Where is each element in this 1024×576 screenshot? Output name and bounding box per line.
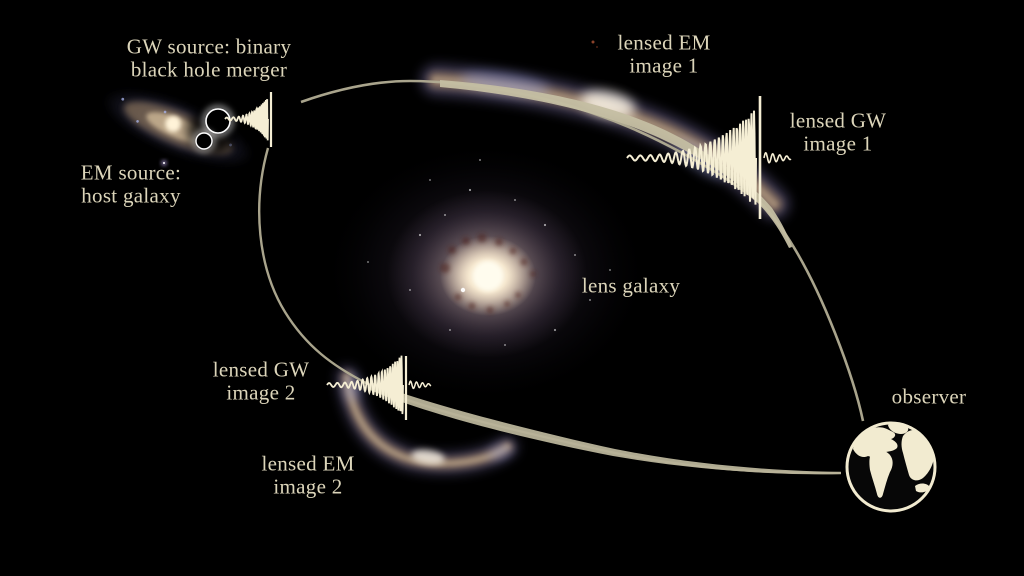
- earth-continents: [853, 424, 934, 498]
- label-lens-galaxy: lens galaxy: [581, 273, 681, 298]
- label-observer: observer: [891, 384, 967, 409]
- host-galaxy-core: [165, 115, 182, 132]
- gw-chirp-image-1: [626, 110, 757, 205]
- label-lensed-gw-2: lensed GW image 2: [213, 358, 310, 403]
- foreground-stars: [367, 159, 611, 346]
- black-hole-1: [205, 108, 231, 134]
- label-line: lensed GW: [212, 357, 310, 382]
- dust-lanes: [440, 233, 536, 314]
- label-gw-source: GW source: binary black hole merger: [127, 35, 292, 80]
- label-line: lensed EM: [617, 30, 711, 55]
- gw-ringdown-image-2: [408, 380, 432, 390]
- black-hole-2: [195, 132, 213, 150]
- label-line: image 2: [226, 380, 296, 404]
- label-line: lensed GW: [789, 108, 887, 133]
- label-lensed-gw-1: lensed GW image 1: [790, 109, 887, 154]
- label-line: lensed EM: [261, 451, 355, 476]
- label-line: image 1: [629, 53, 699, 77]
- foreground-star-purple-core: [163, 162, 165, 164]
- label-line: lens galaxy: [581, 273, 681, 298]
- label-lensed-em-2: lensed EM image 2: [261, 452, 354, 497]
- label-line: host galaxy: [81, 183, 181, 207]
- faint-star-dot: [591, 40, 595, 44]
- lens-galaxy-core: [473, 261, 503, 291]
- label-line: image 1: [803, 131, 873, 155]
- label-em-source: EM source: host galaxy: [81, 161, 181, 206]
- label-line: image 2: [273, 474, 343, 498]
- gw-waveforms: [224, 92, 792, 420]
- label-line: EM source:: [80, 160, 182, 185]
- binary-black-holes-icon: [188, 105, 238, 155]
- faint-star-dot: [596, 46, 598, 48]
- lens-galaxy-image: [321, 140, 651, 404]
- lensed-em-image-2-arc: [336, 366, 518, 475]
- ray-path-upper: [300, 79, 865, 422]
- label-lensed-em-1: lensed EM image 1: [617, 31, 710, 76]
- gw-chirp-source: [224, 99, 269, 141]
- gw-chirp-image-2: [326, 355, 404, 415]
- label-line: GW source: binary: [126, 34, 292, 59]
- earth-icon: [845, 421, 937, 513]
- gw-ringdown-image-1: [763, 151, 792, 164]
- label-line: observer: [891, 384, 967, 409]
- label-line: black hole merger: [130, 57, 288, 81]
